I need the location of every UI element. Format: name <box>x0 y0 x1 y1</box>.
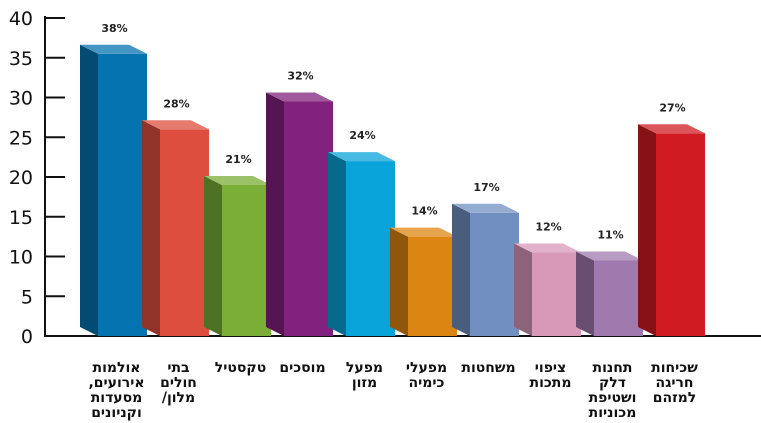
bar-front-face <box>284 101 333 336</box>
category-label-line: ושטיפת <box>589 390 637 406</box>
bar-front-face <box>470 212 519 336</box>
y-tick-label: 40 <box>9 8 33 30</box>
bar-top-face <box>514 243 581 253</box>
category-label-line: מתכות <box>530 375 572 391</box>
category-label-line: שכיחות <box>651 360 698 376</box>
data-label: 12% <box>535 221 561 234</box>
bar-front-face <box>346 161 395 336</box>
category-label-line: מפעלי <box>406 360 447 376</box>
data-label: 14% <box>411 205 437 218</box>
y-tick-label: 0 <box>21 326 33 348</box>
bar-front-face <box>408 236 457 336</box>
bar-side-face <box>204 175 222 336</box>
bar-side-face <box>80 44 98 337</box>
y-tick-label: 30 <box>9 88 33 110</box>
bar <box>80 44 147 337</box>
category-label-line: כימיה <box>409 375 445 391</box>
category-label-line: דלק <box>599 375 626 391</box>
bar-front-face <box>594 260 643 336</box>
category-label-line: תחנות <box>593 360 633 376</box>
category-label: טקסטיל <box>215 360 266 376</box>
data-label: 38% <box>101 22 127 35</box>
bar-front-face <box>532 252 581 336</box>
bar <box>266 92 333 336</box>
category-label-line: מסעדות <box>91 390 143 406</box>
bar <box>328 152 395 336</box>
y-tick-label: 10 <box>9 247 33 269</box>
bar <box>452 203 519 336</box>
y-axis-ticks: 0 5 10 15 20 25 30 35 40 <box>9 8 65 348</box>
bar-side-face <box>328 152 346 336</box>
data-labels: 38% 28% 21% 32% 24% 14% 17% 12% 11% 27% <box>101 22 685 242</box>
category-label-line: מוסכים <box>279 360 325 376</box>
bar-side-face <box>638 124 656 337</box>
bar-front-face <box>656 133 705 336</box>
category-label-line: מפעל <box>346 360 383 376</box>
bar-top-face <box>576 251 643 261</box>
bar-side-face <box>576 251 594 336</box>
bar <box>638 124 705 337</box>
category-label-line: למזהם <box>653 390 697 406</box>
category-label: משחטות <box>461 360 515 376</box>
category-label-line: בתי <box>167 360 189 376</box>
category-label-line: מכוניות <box>589 405 637 421</box>
data-label: 17% <box>473 181 499 194</box>
category-label-line: משחטות <box>461 360 515 376</box>
bar-front-face <box>160 129 209 336</box>
category-label-line: אולמות <box>93 360 141 376</box>
bar-side-face <box>452 203 470 336</box>
category-label-line: חריגה <box>655 375 693 391</box>
bar-top-face <box>80 44 147 54</box>
data-label: 28% <box>163 97 189 110</box>
bar-top-face <box>142 120 209 130</box>
data-label: 21% <box>225 153 251 166</box>
bar-top-face <box>638 124 705 134</box>
data-label: 24% <box>349 129 375 142</box>
y-tick-label: 20 <box>9 167 33 189</box>
bar-top-face <box>204 175 271 185</box>
bar-side-face <box>142 120 160 336</box>
category-label-line: מזון <box>352 375 377 391</box>
bar-side-face <box>266 92 284 336</box>
y-tick-label: 15 <box>9 207 33 229</box>
category-label-line: חולים <box>160 375 197 391</box>
bar <box>576 251 643 336</box>
bar-side-face <box>514 243 532 336</box>
bar <box>514 243 581 336</box>
bar-front-face <box>222 184 271 336</box>
bar <box>390 227 457 336</box>
category-label: מוסכים <box>279 360 325 376</box>
bar-front-face <box>98 53 147 337</box>
bar-series <box>80 44 705 337</box>
y-tick-label: 25 <box>9 127 33 149</box>
bar-top-face <box>390 227 457 237</box>
category-label-line: וקניונים <box>91 405 142 421</box>
bar-side-face <box>390 227 408 336</box>
data-label: 32% <box>287 69 313 82</box>
bar-top-face <box>452 203 519 213</box>
category-label-line: טקסטיל <box>215 360 266 376</box>
y-tick-label: 5 <box>21 286 33 308</box>
data-label: 11% <box>597 228 623 241</box>
data-label: 27% <box>659 101 685 114</box>
category-label-line: ציפוי <box>535 360 566 376</box>
category-label-line: מלון/ <box>162 390 195 406</box>
bar-top-face <box>266 92 333 102</box>
bar <box>204 175 271 336</box>
bar-top-face <box>328 152 395 162</box>
category-label-line: אירועים, <box>88 375 144 391</box>
y-tick-label: 35 <box>9 48 33 70</box>
bar <box>142 120 209 336</box>
